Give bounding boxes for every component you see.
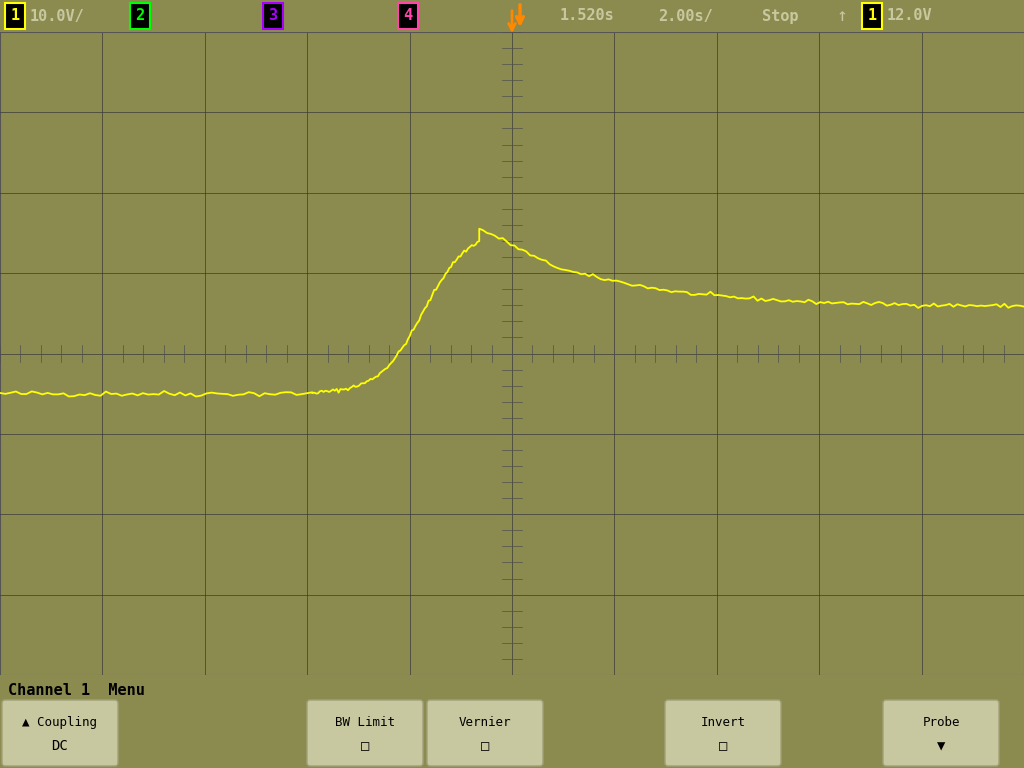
Bar: [130, 3, 150, 29]
Text: DC: DC: [51, 739, 69, 753]
Text: Channel 1  Menu: Channel 1 Menu: [8, 683, 144, 698]
Text: ▼: ▼: [937, 739, 945, 753]
Text: □: □: [481, 739, 489, 753]
Text: 2: 2: [135, 8, 144, 24]
Text: 3: 3: [268, 8, 278, 24]
Text: 1.520s: 1.520s: [560, 8, 614, 24]
Text: Invert: Invert: [700, 716, 745, 729]
Text: BW Limit: BW Limit: [335, 716, 395, 729]
Text: ▲ Coupling: ▲ Coupling: [23, 716, 97, 729]
FancyBboxPatch shape: [2, 700, 118, 766]
Bar: [862, 3, 882, 29]
Text: 1: 1: [867, 8, 877, 24]
Bar: [5, 3, 25, 29]
FancyBboxPatch shape: [883, 700, 999, 766]
Text: Probe: Probe: [923, 716, 959, 729]
FancyBboxPatch shape: [665, 700, 781, 766]
FancyBboxPatch shape: [307, 700, 423, 766]
Text: 4: 4: [403, 8, 413, 24]
Text: 1: 1: [10, 8, 19, 24]
Text: 2.00s/: 2.00s/: [658, 8, 713, 24]
Text: □: □: [360, 739, 370, 753]
Text: 12.0V: 12.0V: [887, 8, 933, 24]
Text: □: □: [719, 739, 727, 753]
Text: Vernier: Vernier: [459, 716, 511, 729]
FancyBboxPatch shape: [427, 700, 543, 766]
Bar: [398, 3, 418, 29]
Text: Stop: Stop: [762, 8, 799, 24]
Text: 10.0V/: 10.0V/: [30, 8, 85, 24]
Text: ↑: ↑: [837, 7, 848, 25]
Bar: [263, 3, 283, 29]
